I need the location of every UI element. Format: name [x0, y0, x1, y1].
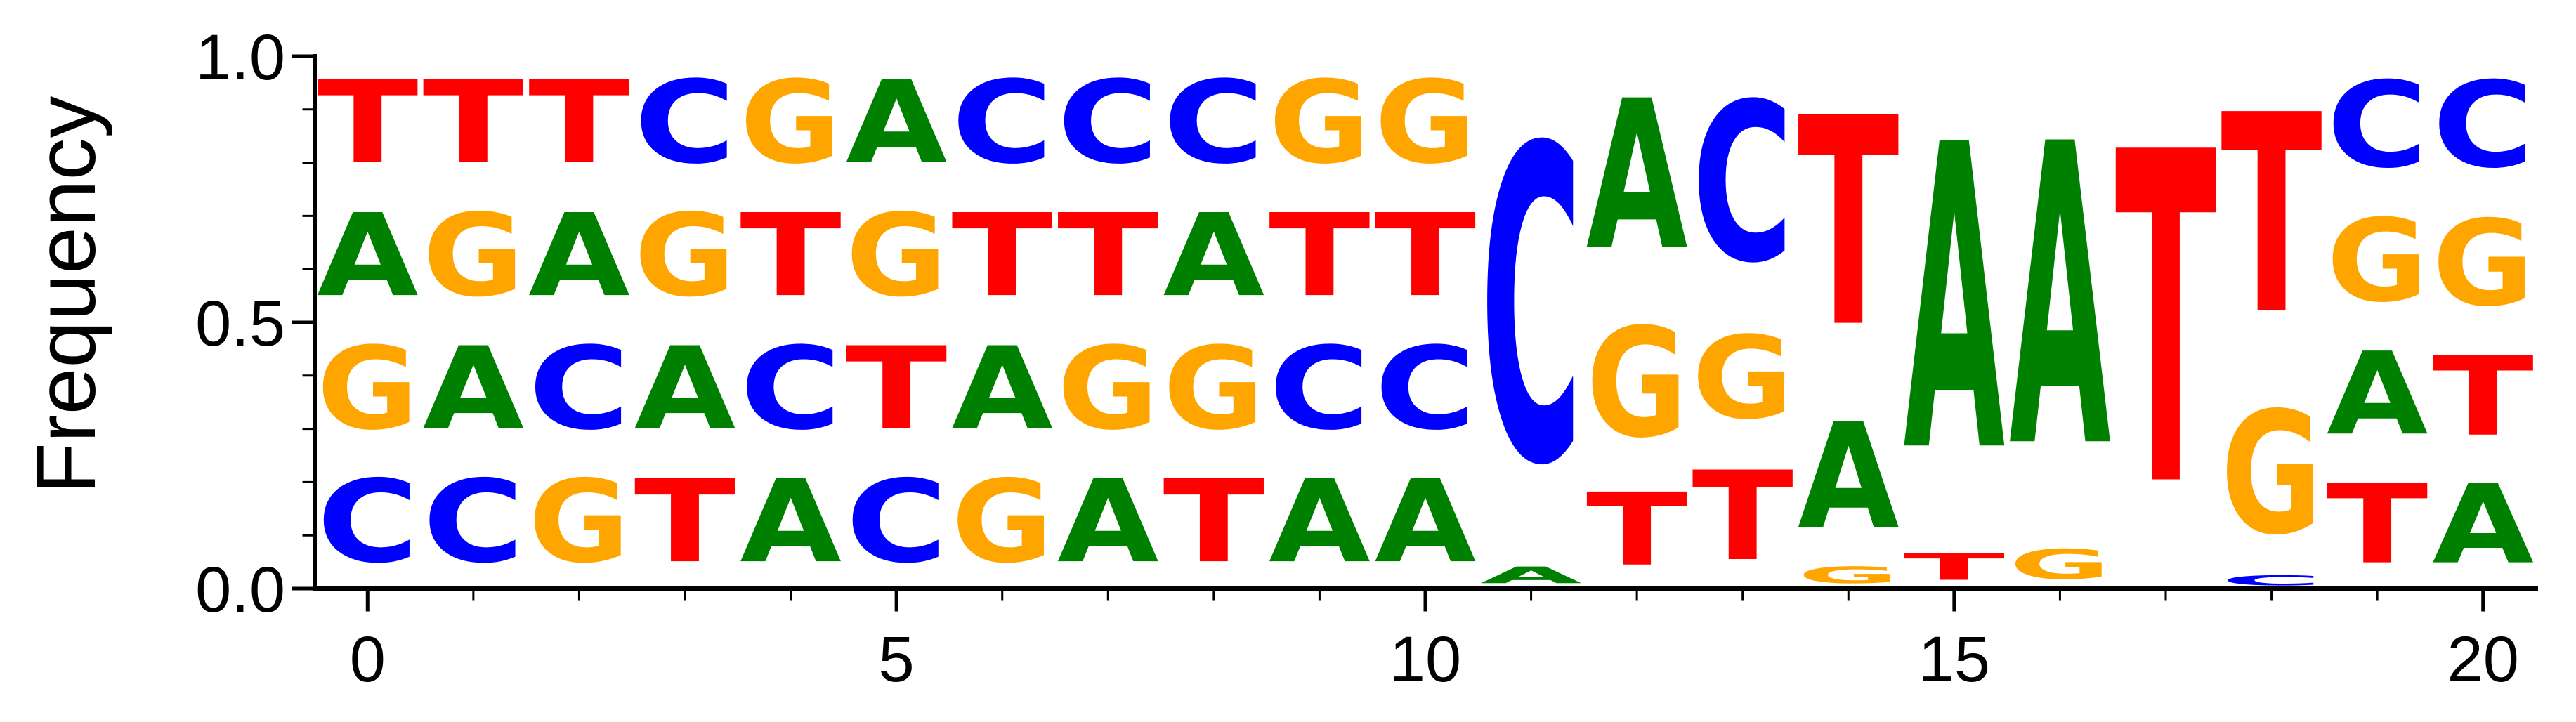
logo-letter-g: G [740, 56, 842, 189]
logo-letter-a: A [317, 190, 419, 322]
logo-letter-t: T [1904, 546, 2006, 589]
y-tick-label: 0.5 [195, 288, 285, 360]
logo-letter-a: A [634, 323, 736, 455]
logo-letter-g: G [1375, 56, 1477, 189]
logo-letter-t: T [2327, 461, 2428, 589]
logo-letter-g: G [423, 190, 525, 322]
logo-letter-a: A [2327, 329, 2428, 461]
logo-letter-g: G [846, 190, 948, 322]
logo-letter-a: A [740, 457, 842, 589]
logo-letter-t: T [423, 57, 525, 189]
logo-letter-a: A [951, 323, 1053, 455]
logo-letter-c: C [528, 323, 630, 456]
logo-letter-c: C [2221, 572, 2322, 589]
x-tick-label: 0 [350, 624, 386, 695]
logo-letter-t: T [1163, 457, 1265, 589]
x-tick-label: 10 [1390, 624, 1461, 695]
logo-letter-a: A [2432, 461, 2534, 589]
logo-letter-a: A [1798, 392, 1900, 562]
logo-letter-t: T [634, 457, 736, 589]
logo-letter-c: C [1375, 323, 1477, 456]
y-tick-label: 1.0 [195, 22, 285, 93]
logo-letter-g: G [528, 456, 630, 589]
logo-letter-a: A [1904, 58, 2006, 545]
logo-letter-g: G [2327, 195, 2428, 327]
logo-letter-g: G [1269, 56, 1371, 189]
axes: 0.0 0.5 1.0 0 5 10 15 20 [195, 22, 2538, 695]
logo-letter-g: G [317, 322, 419, 455]
logo-letter-g: G [1798, 562, 1900, 589]
logo-letter-t: T [846, 323, 948, 455]
logo-letter-c: C [634, 57, 736, 190]
logo-letter-c: C [1480, 57, 1582, 560]
logo-letter-c: C [846, 456, 948, 589]
logo-letter-g: G [2432, 195, 2534, 332]
logo-letter-g: G [2009, 541, 2111, 589]
logo-letter-a: A [1269, 457, 1371, 589]
logo-letter-t: T [528, 57, 630, 189]
logo-letter-a: A [1480, 562, 1582, 589]
x-tick-label: 15 [1918, 624, 1990, 695]
logo-letter-c: C [2432, 57, 2534, 195]
logo-letter-t: T [1692, 445, 1793, 588]
logo-letter-g: G [1057, 322, 1159, 455]
logo-letter-c: C [951, 57, 1053, 190]
logo-letter-c: C [1057, 57, 1159, 190]
logo-letter-a: A [1163, 190, 1265, 322]
logo-letter-c: C [1269, 323, 1371, 456]
logo-letter-t: T [1586, 471, 1688, 589]
logo-letter-c: C [1692, 57, 1793, 311]
logo-letter-g: G [951, 456, 1053, 589]
x-tick-label: 5 [879, 624, 915, 695]
logo-letter-c: C [2327, 57, 2428, 195]
logo-letter-g: G [1163, 322, 1265, 455]
logo-letter-t: T [317, 57, 419, 189]
logo-letter-g: G [2221, 376, 2322, 572]
logo-letter-t: T [2432, 333, 2534, 461]
logo-letter-a: A [1057, 457, 1159, 589]
logo-letter-a: A [2009, 58, 2112, 539]
logo-letter-g: G [634, 190, 736, 322]
logo-letter-g: G [1692, 312, 1793, 445]
logo-letter-t: T [2115, 58, 2218, 587]
logo-letter-t: T [1375, 190, 1477, 322]
logo-letter-a: A [846, 57, 948, 189]
logo-letter-c: C [317, 456, 419, 589]
logo-letter-t: T [1057, 190, 1159, 322]
y-axis-title: Frequency [19, 96, 113, 494]
logo-letter-a: A [1375, 457, 1477, 589]
logo-letter-t: T [1269, 190, 1371, 322]
logo-letter-t: T [740, 190, 842, 322]
logo-letter-a: A [1586, 57, 1688, 295]
logo-letter-a: A [423, 323, 525, 455]
logo-letter-t: T [2221, 56, 2323, 374]
logo-letter-a: A [528, 190, 630, 322]
y-tick-label: 0.0 [195, 554, 285, 626]
logo-letters: CGATCAGTGCATTAGCACTGCTGAGATCAGTCTGACACTG… [317, 56, 2534, 589]
logo-letter-g: G [1586, 296, 1688, 471]
logo-letter-c: C [740, 323, 842, 456]
logo-letter-t: T [951, 190, 1053, 322]
logo-letter-c: C [1163, 57, 1265, 190]
logo-letter-t: T [1798, 57, 1900, 391]
x-tick-label: 20 [2447, 624, 2519, 695]
logo-letter-c: C [423, 456, 525, 589]
